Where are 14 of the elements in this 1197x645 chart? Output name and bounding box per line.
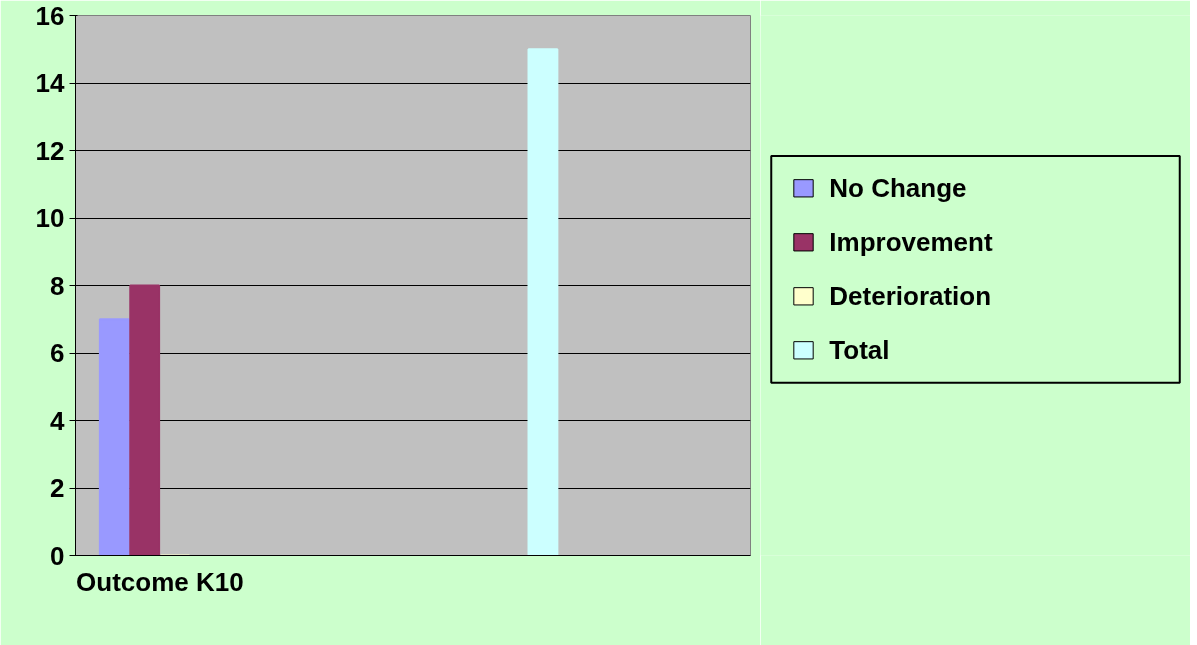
y-tick-label: 10 <box>35 203 65 233</box>
legend-label: Total <box>829 335 890 366</box>
y-tick-label: 4 <box>50 405 66 436</box>
legend-label: Improvement <box>829 227 993 258</box>
y-tick-label: 8 <box>50 270 65 301</box>
y-tick-label: 2 <box>50 473 65 503</box>
y-tick-label: 12 <box>35 135 65 166</box>
y-tick-label: 14 <box>35 68 66 98</box>
y-tick-label: 16 <box>35 0 65 31</box>
legend-label: Deterioration <box>829 281 992 312</box>
x-tick-label: Outcome K10 <box>76 566 244 597</box>
legend-label: No Change <box>829 173 967 204</box>
y-tick-label: 0 <box>50 540 65 571</box>
y-tick-label: 6 <box>50 338 65 368</box>
